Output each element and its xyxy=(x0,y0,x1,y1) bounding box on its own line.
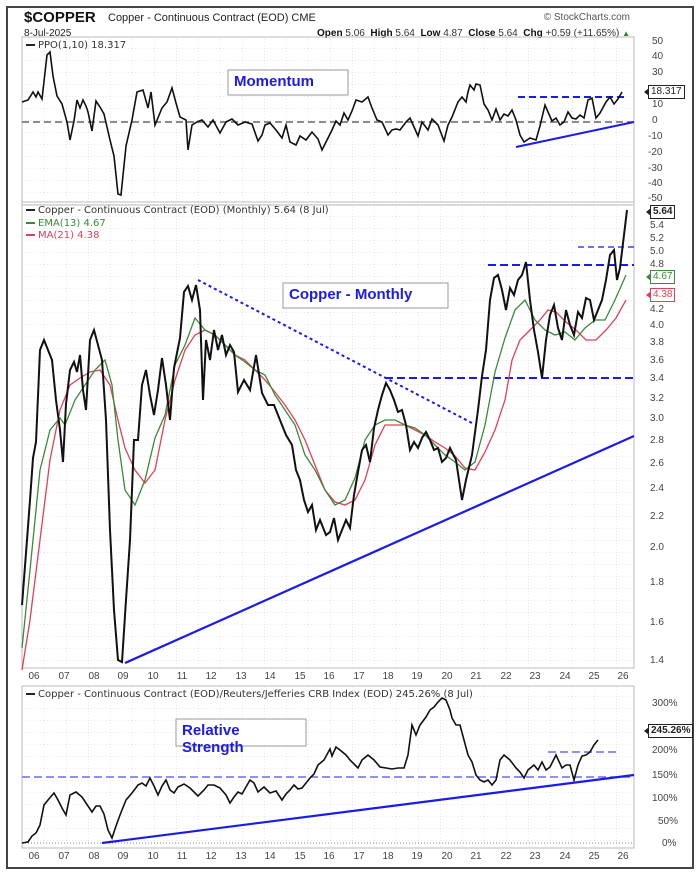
ytick: 10 xyxy=(652,99,664,110)
ytick: 300% xyxy=(652,698,678,709)
chart-date: 8-Jul-2025 xyxy=(24,28,72,39)
ytick: 2.8 xyxy=(650,435,664,446)
momentum-support xyxy=(515,121,635,148)
ohlc-summary: Open 5.06 High 5.64 Low 4.87 Close 5.64 … xyxy=(317,28,630,39)
ytick: -40 xyxy=(648,178,663,189)
momentum-panel xyxy=(21,36,635,206)
ytick: 3.8 xyxy=(650,337,664,348)
rs-legend: Copper - Continuous Contract (EOD)/Reute… xyxy=(26,689,473,700)
rs-support-line xyxy=(101,773,635,845)
ema-value-tag: 4.67 xyxy=(645,270,676,284)
rs-line xyxy=(21,697,599,844)
ytick: 200% xyxy=(652,745,678,756)
ytick: 3.4 xyxy=(650,373,664,384)
ytick: -20 xyxy=(648,147,663,158)
ytick: 0 xyxy=(652,115,658,126)
ytick: 5.0 xyxy=(650,246,664,257)
symbol-description: Copper - Continuous Contract (EOD) CME xyxy=(108,12,316,24)
ytick: 50 xyxy=(652,36,664,47)
ytick: 4.8 xyxy=(650,259,664,270)
ma-value-tag: 4.38 xyxy=(645,288,676,302)
ytick: -50 xyxy=(648,193,663,204)
ytick: 40 xyxy=(652,51,664,62)
price-legend: Copper - Continuous Contract (EOD) (Mont… xyxy=(26,205,329,216)
symbol: $COPPER xyxy=(24,9,96,26)
ytick: 0% xyxy=(662,838,677,849)
ytick: 1.8 xyxy=(650,577,664,588)
price-annotation: Copper - Monthly xyxy=(289,286,413,303)
ytick: 5.4 xyxy=(650,220,664,231)
ytick: 30 xyxy=(652,67,664,78)
rs-value-tag: 245.26% xyxy=(643,724,694,738)
ytick: 2.6 xyxy=(650,458,664,469)
ytick: 2.2 xyxy=(650,511,664,522)
momentum-legend: PPO(1,10) 18.317 xyxy=(26,40,126,51)
ytick: -30 xyxy=(648,163,663,174)
ytick: 5.2 xyxy=(650,233,664,244)
ppo-value-tag: 18.317 xyxy=(644,85,685,99)
ppo-line xyxy=(21,50,623,197)
ytick: 3.6 xyxy=(650,355,664,366)
ytick: 50% xyxy=(658,816,679,827)
ytick: 4.0 xyxy=(650,320,664,331)
ytick: 100% xyxy=(652,793,678,804)
rising-support-line xyxy=(124,434,635,665)
momentum-annotation-box xyxy=(227,69,349,96)
ytick: 2.0 xyxy=(650,542,664,553)
ema13-line xyxy=(21,274,627,649)
rs-annotation: Relative Strength xyxy=(182,722,244,756)
ma-legend: MA(21) 4.38 xyxy=(26,230,99,241)
chart-header: $COPPER Copper - Continuous Contract (EO… xyxy=(20,8,630,39)
price-annotation-box xyxy=(282,282,449,309)
rs-annotation-box xyxy=(175,718,307,747)
rs-panel xyxy=(21,685,635,849)
momentum-annotation: Momentum xyxy=(234,73,314,90)
up-arrow-icon: ▲ xyxy=(622,29,630,38)
ytick: 3.2 xyxy=(650,393,664,404)
ytick: 4.2 xyxy=(650,304,664,315)
ytick: 3.0 xyxy=(650,413,664,424)
ema-legend: EMA(13) 4.67 xyxy=(26,218,106,229)
ytick: -10 xyxy=(648,131,663,142)
ytick: 1.6 xyxy=(650,617,664,628)
brand-watermark: © StockCharts.com xyxy=(543,12,630,23)
price-line xyxy=(21,209,628,664)
ytick: 2.4 xyxy=(650,483,664,494)
ytick: 1.4 xyxy=(650,655,664,666)
price-value-tag: 5.64 xyxy=(645,205,676,219)
price-panel xyxy=(21,201,635,669)
ytick: 150% xyxy=(652,770,678,781)
